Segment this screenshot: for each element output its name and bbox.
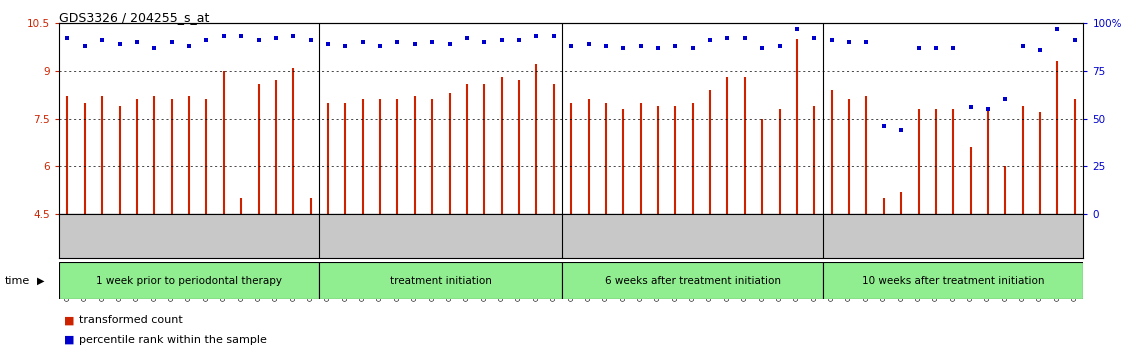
Text: ▶: ▶ — [37, 275, 45, 286]
Text: transformed count: transformed count — [79, 315, 183, 325]
Text: treatment initiation: treatment initiation — [390, 275, 492, 286]
Text: 1 week prior to periodontal therapy: 1 week prior to periodontal therapy — [96, 275, 282, 286]
Text: percentile rank within the sample: percentile rank within the sample — [79, 335, 267, 345]
Bar — [319, 262, 562, 299]
Bar — [59, 262, 319, 299]
Text: 6 weeks after treatment initiation: 6 weeks after treatment initiation — [605, 275, 780, 286]
Text: 10 weeks after treatment initiation: 10 weeks after treatment initiation — [862, 275, 1045, 286]
Text: time: time — [5, 275, 29, 286]
Text: ■: ■ — [64, 335, 75, 345]
Text: ■: ■ — [64, 315, 75, 325]
Text: GDS3326 / 204255_s_at: GDS3326 / 204255_s_at — [59, 11, 209, 24]
Bar — [823, 262, 1083, 299]
Bar — [562, 262, 823, 299]
